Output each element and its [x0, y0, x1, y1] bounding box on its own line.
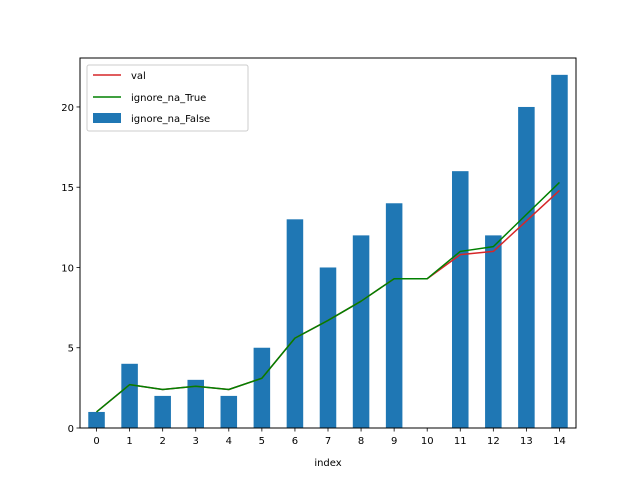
lines-layer [96, 181, 560, 413]
y-tick-label: 20 [61, 103, 74, 114]
x-axis-label: index [314, 458, 341, 469]
y-tick-label: 15 [61, 183, 74, 194]
legend-label-ignore-na-True: ignore_na_True [131, 93, 206, 104]
bar-6 [286, 219, 304, 428]
x-tick-label: 12 [487, 436, 500, 447]
x-tick-label: 10 [421, 436, 434, 447]
bar-2 [154, 395, 171, 428]
x-tick-label: 1 [126, 436, 132, 447]
x-tick-label: 5 [259, 436, 265, 447]
legend-label-ignore-na-False: ignore_na_False [131, 114, 210, 125]
legend: val ignore_na_True ignore_na_False [86, 64, 249, 132]
bar-3 [187, 379, 204, 428]
x-tick-label: 6 [292, 436, 298, 447]
bars-layer [88, 74, 568, 429]
bar-4 [220, 395, 238, 428]
legend-swatch-ignore-na-False [93, 113, 121, 123]
y-tick-label: 10 [61, 263, 74, 274]
bar-14 [551, 74, 568, 428]
x-tick-label: 4 [226, 436, 232, 447]
bar-9 [385, 203, 403, 428]
x-tick-label: 0 [93, 436, 99, 447]
x-tick-label: 2 [159, 436, 165, 447]
bar-7 [319, 267, 337, 428]
bar-13 [518, 106, 535, 429]
x-tick-label: 11 [454, 436, 467, 447]
x-tick-label: 7 [325, 436, 331, 447]
bar-12 [485, 235, 502, 428]
y-tick-label: 0 [68, 424, 74, 435]
x-tick-label: 8 [358, 436, 364, 447]
bar-0 [88, 411, 105, 428]
bar-5 [253, 347, 271, 428]
legend-label-val: val [131, 71, 146, 82]
x-tick-label: 14 [553, 436, 566, 447]
bar-11 [452, 171, 469, 429]
bar-8 [352, 235, 370, 428]
y-tick-label: 5 [68, 344, 74, 355]
line-ignore-na-True [96, 181, 560, 413]
x-tick-label: 13 [520, 436, 533, 447]
x-tick-label: 3 [193, 436, 199, 447]
legend-box [86, 64, 249, 132]
bar-1 [121, 363, 138, 428]
x-tick-label: 9 [391, 436, 397, 447]
